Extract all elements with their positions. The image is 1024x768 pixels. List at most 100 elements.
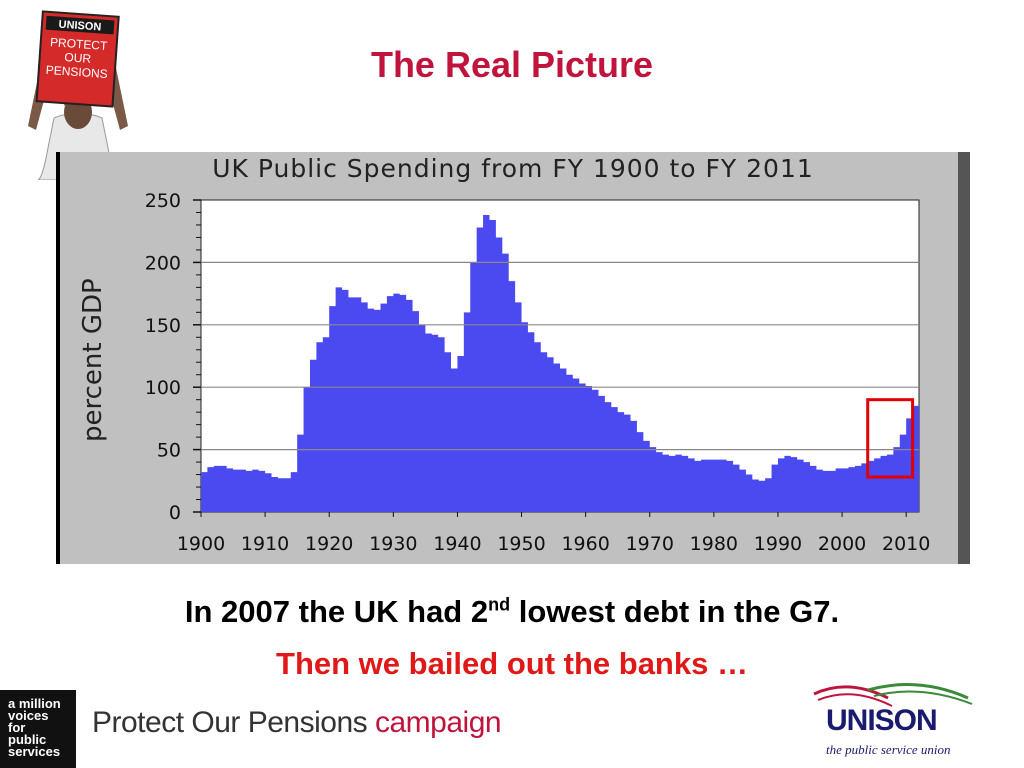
caption-debt-b: lowest debt in the G7. [510,594,840,629]
badge-line: services [8,744,61,759]
data-point-1957 [566,375,572,512]
data-point-1990 [778,458,784,512]
data-point-1973 [669,456,675,512]
campaign-main: Protect Our Pensions [92,706,368,739]
data-point-1909 [259,471,265,512]
data-point-1920 [329,306,335,512]
data-point-1991 [784,456,790,512]
data-point-1939 [451,368,457,512]
data-point-1918 [316,342,322,512]
data-point-1987 [759,481,765,512]
data-point-1904 [227,468,233,512]
campaign-name: Protect Our Pensions campaign [92,706,502,740]
data-point-1915 [297,435,303,512]
data-point-1946 [496,237,502,512]
data-point-1994 [804,462,810,512]
data-point-2009 [900,435,906,512]
data-point-1914 [291,472,297,512]
data-point-1965 [618,412,624,512]
data-point-1952 [534,342,540,512]
data-point-1982 [727,461,733,512]
data-point-1910 [265,473,271,512]
data-point-1947 [502,254,508,512]
data-point-1943 [477,227,483,512]
data-point-1913 [284,478,290,512]
data-point-1935 [425,334,431,512]
data-point-1953 [541,352,547,512]
badge-line: public [8,732,47,747]
data-point-1925 [361,302,367,512]
data-point-1927 [374,310,380,512]
data-point-1933 [413,311,419,512]
x-tick-label-1930: 1930 [369,533,417,555]
panel-left-border [56,152,60,564]
data-point-1978 [701,460,707,512]
x-tick-label-1990: 1990 [754,533,802,555]
data-point-1900 [201,472,207,512]
data-point-1906 [239,470,245,512]
data-point-1971 [656,452,662,512]
data-point-1989 [772,465,778,512]
data-point-1936 [432,335,438,512]
x-tick-label-1910: 1910 [241,533,289,555]
data-point-1984 [740,470,746,512]
y-tick-label-50: 50 [157,440,181,462]
million-voices-badge: a million voices for public services [0,690,76,768]
data-point-1911 [272,477,278,512]
x-tick-label-2000: 2000 [818,533,866,555]
chart-title: UK Public Spending from FY 1900 to FY 20… [212,154,814,183]
data-point-1967 [631,421,637,512]
data-point-1922 [342,290,348,512]
data-point-1949 [515,302,521,512]
x-tick-label-1900: 1900 [177,533,225,555]
data-point-1950 [522,322,528,512]
data-point-1980 [714,460,720,512]
data-point-1929 [387,296,393,512]
data-point-1931 [400,295,406,512]
caption-banks: Then we bailed out the banks … [276,646,748,681]
y-tick-label-200: 200 [145,252,181,274]
data-point-1912 [278,478,284,512]
data-point-1903 [220,466,226,512]
x-tick-label-2010: 2010 [882,533,930,555]
data-point-1970 [650,447,656,512]
caption-debt-a: In 2007 the UK had 2 [184,594,489,629]
data-point-1940 [457,356,463,512]
caption-debt: In 2007 the UK had 2nd lowest debt in th… [0,594,1024,630]
data-point-1964 [611,407,617,512]
sign-line-3: OUR [64,50,92,66]
data-point-1938 [445,352,451,512]
data-point-1961 [592,390,598,512]
chart-plot: 0 50 100 150 200 250 1900 1910 1920 1930 1940 1950 1… [145,190,931,555]
sign-line-1: UNISON [58,19,102,34]
data-point-1928 [381,304,387,512]
y-tick-label-150: 150 [145,315,181,337]
sign-line-4: PENSIONS [45,63,108,81]
data-point-1901 [207,467,213,512]
badge-line: a million [8,696,61,711]
data-point-1960 [586,386,592,512]
data-point-1956 [560,368,566,512]
data-point-2008 [893,447,899,512]
badge-line: voices [8,708,49,723]
data-point-1985 [746,475,752,512]
data-point-2000 [842,468,848,512]
chart-panel: UK Public Spending from FY 1900 to FY 20… [56,152,970,564]
data-point-1945 [489,220,495,512]
x-tick-label-1960: 1960 [561,533,609,555]
data-point-1979 [707,460,713,512]
y-tick-label-100: 100 [145,377,181,399]
data-point-1905 [233,470,239,512]
data-point-1926 [368,309,374,512]
data-point-1958 [573,378,579,512]
data-point-1963 [605,402,611,512]
data-point-1959 [579,383,585,512]
data-point-1962 [598,396,604,512]
sign-line-2: PROTECT [50,35,109,53]
data-point-1977 [695,461,701,512]
campaign-accent: campaign [374,706,502,739]
data-point-2007 [887,455,893,512]
data-point-1951 [528,332,534,512]
spending-area-series [201,214,919,512]
data-point-1974 [675,455,681,512]
